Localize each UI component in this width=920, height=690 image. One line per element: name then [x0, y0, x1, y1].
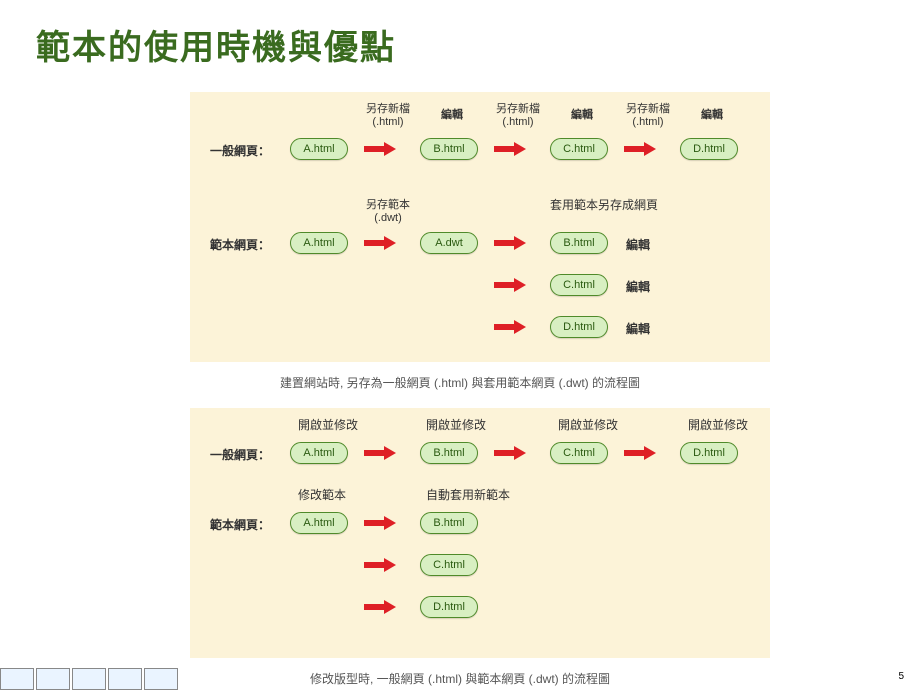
flow-node: C.html — [550, 138, 608, 160]
diagram-label: 開啟並修改 — [688, 416, 748, 433]
diagram-label: 範本網頁： — [210, 236, 270, 253]
flow-node: B.html — [420, 138, 478, 160]
diagram-label: 開啟並修改 — [426, 416, 486, 433]
diagram-label: 套用範本另存成網頁 — [550, 196, 658, 213]
diagram-label: 一般網頁： — [210, 142, 270, 159]
flow-node: B.html — [550, 232, 608, 254]
flow-node: B.html — [420, 512, 478, 534]
arrow-icon — [364, 558, 400, 572]
thumbnail[interactable] — [36, 668, 70, 690]
diagram-label: 另存範本(.dwt) — [348, 196, 428, 224]
thumbnail[interactable] — [0, 668, 34, 690]
thumbnail[interactable] — [72, 668, 106, 690]
flow-node: D.html — [420, 596, 478, 618]
flow-node: B.html — [420, 442, 478, 464]
thumbnail-strip — [0, 668, 178, 690]
diagram-label: 開啟並修改 — [298, 416, 358, 433]
arrow-icon — [364, 236, 400, 250]
arrow-icon — [364, 446, 400, 460]
flow-node: A.html — [290, 442, 348, 464]
diagram-panel-2: 一般網頁： 範本網頁： 開啟並修改 開啟並修改 開啟並修改 開啟並修改 A.html B.ht… — [190, 408, 770, 658]
arrow-icon — [624, 446, 660, 460]
slide-title: 範本的使用時機與優點 — [36, 20, 396, 69]
thumbnail[interactable] — [144, 668, 178, 690]
flow-node: C.html — [420, 554, 478, 576]
arrow-icon — [494, 142, 530, 156]
caption-1: 建置網站時, 另存為一般網頁 (.html) 與套用範本網頁 (.dwt) 的流… — [0, 374, 920, 391]
flow-node: A.dwt — [420, 232, 478, 254]
arrow-icon — [494, 278, 530, 292]
flow-node: D.html — [680, 442, 738, 464]
diagram-label: 編輯 — [626, 236, 650, 253]
diagram-panel-1: 一般網頁：範本網頁：另存新檔(.html)編輯另存新檔(.html)編輯另存新檔… — [190, 92, 770, 362]
arrow-icon — [494, 446, 530, 460]
diagram-label: 編輯 — [626, 278, 650, 295]
flow-node: C.html — [550, 274, 608, 296]
arrow-icon — [364, 142, 400, 156]
flow-node: A.html — [290, 232, 348, 254]
arrow-icon — [364, 600, 400, 614]
diagram-label: 修改範本 — [298, 486, 346, 503]
thumbnail[interactable] — [108, 668, 142, 690]
flow-node: C.html — [550, 442, 608, 464]
diagram-label: 範本網頁： — [210, 516, 270, 533]
arrow-icon — [624, 142, 660, 156]
arrow-icon — [494, 236, 530, 250]
diagram-label: 一般網頁： — [210, 446, 270, 463]
diagram-label: 編輯 — [626, 320, 650, 337]
flow-node: D.html — [680, 138, 738, 160]
flow-node: A.html — [290, 138, 348, 160]
diagram-label: 開啟並修改 — [558, 416, 618, 433]
arrow-icon — [364, 516, 400, 530]
arrow-icon — [494, 320, 530, 334]
diagram-label: 編輯 — [672, 106, 752, 122]
diagram-label: 自動套用新範本 — [426, 486, 510, 503]
flow-node: A.html — [290, 512, 348, 534]
flow-node: D.html — [550, 316, 608, 338]
page-number: 5 — [898, 671, 904, 682]
